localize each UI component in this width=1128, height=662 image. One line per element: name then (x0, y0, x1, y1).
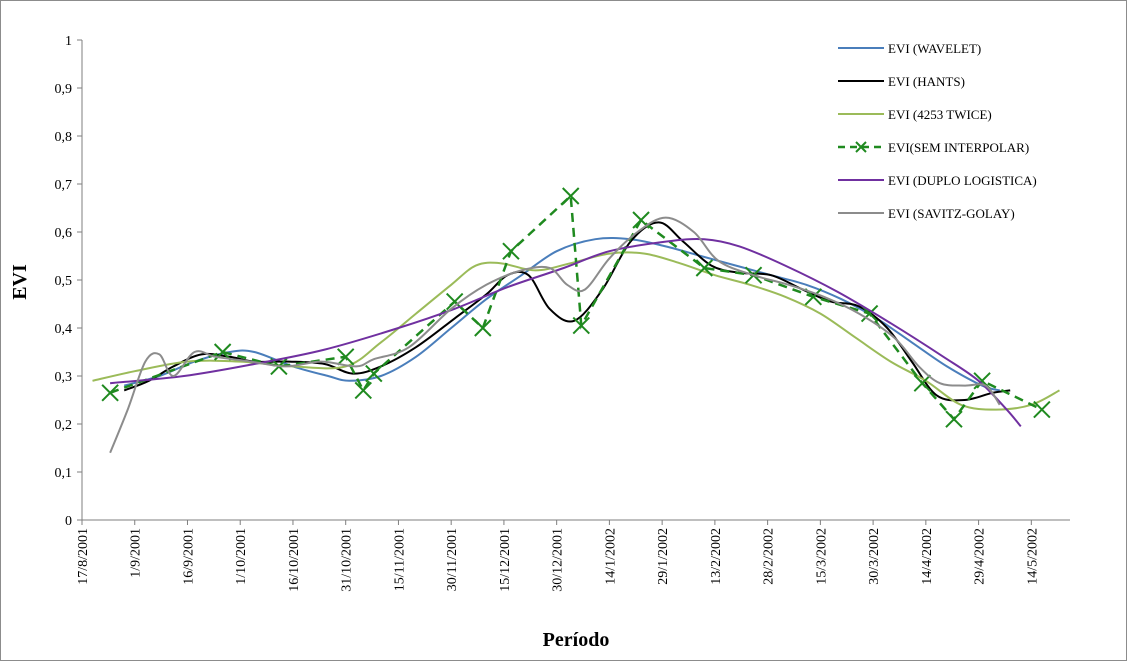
series-line (109, 216, 1001, 454)
data-point-x-marker (695, 259, 714, 277)
y-axis-title: EVI (9, 264, 31, 300)
legend: EVI (WAVELET) EVI (HANTS) EVI (4253 TWICE)… (838, 41, 1037, 221)
y-tick-label: 0,4 (55, 322, 73, 337)
y-tick-label: 0,2 (55, 418, 73, 433)
legend-marker-x (855, 141, 867, 153)
x-tick-label: 29/1/2002 (656, 528, 671, 585)
x-tick-label: 16/9/2001 (181, 528, 196, 585)
legend-item: EVI (SAVITZ-GOLAY) (838, 206, 1015, 221)
data-point-x-marker (913, 374, 932, 392)
x-axis-title: Período (543, 629, 610, 651)
y-tick-label: 0,9 (55, 82, 73, 97)
legend-item: EVI(SEM INTERPOLAR) (838, 140, 1029, 155)
data-point-x-marker (1033, 400, 1051, 419)
x-tick-label: 28/2/2002 (762, 528, 777, 585)
series-evi-savitz-golay (109, 216, 1001, 454)
data-point-x-marker (474, 319, 492, 337)
x-tick-label: 14/1/2002 (603, 528, 618, 585)
plot-area (92, 187, 1060, 454)
x-tick-label: 1/10/2001 (234, 528, 249, 585)
x-tick-label: 14/4/2002 (920, 528, 935, 585)
data-point-x-marker (101, 384, 119, 402)
x-tick-label: 15/11/2001 (392, 528, 407, 591)
series-evi-sem-interpolar (101, 187, 1051, 428)
series-line (123, 221, 1011, 402)
data-point-x-marker (365, 364, 383, 383)
y-tick-label: 0,6 (55, 226, 73, 241)
legend-item: EVI (DUPLO LOGISTICA) (838, 173, 1037, 188)
legend-label: EVI (4253 TWICE) (888, 107, 992, 122)
y-tick-label: 0,3 (55, 370, 73, 385)
x-tick-label: 17/8/2001 (76, 528, 91, 585)
data-point-x-marker (502, 242, 520, 260)
series-evi-duplo-logistica (110, 237, 1022, 428)
series-line (109, 193, 1043, 422)
data-point-x-marker (945, 410, 963, 428)
x-tick-label: 30/12/2001 (551, 528, 566, 592)
data-point-x-marker (572, 316, 590, 335)
legend-label: EVI (SAVITZ-GOLAY) (888, 206, 1015, 221)
y-tick-label: 1 (65, 34, 72, 49)
x-tick-label: 13/2/2002 (709, 528, 724, 585)
x-tick-label: 15/3/2002 (814, 528, 829, 585)
x-tick-label: 31/10/2001 (340, 528, 355, 592)
x-ticks: 17/8/2001 1/9/2001 16/9/2001 1/10/2001 16/10… (76, 520, 1040, 592)
y-tick-label: 0,1 (55, 466, 73, 481)
series-line (110, 237, 1022, 428)
data-point-x-marker (336, 348, 355, 366)
data-point-x-marker (354, 381, 372, 400)
legend-item: EVI (WAVELET) (838, 41, 981, 56)
y-ticks: 0 0,1 0,2 0,3 0,4 0,5 0,6 0,7 0,8 0,9 1 (55, 34, 82, 529)
x-tick-label: 1/9/2001 (129, 528, 144, 578)
y-tick-label: 0 (65, 514, 72, 529)
x-tick-label: 29/4/2002 (973, 528, 988, 585)
x-tick-label: 14/5/2002 (1025, 528, 1040, 585)
x-tick-label: 30/11/2001 (445, 528, 460, 591)
legend-label: EVI (HANTS) (888, 74, 965, 89)
series-evi-hants (123, 221, 1011, 402)
y-tick-label: 0,8 (55, 130, 73, 145)
legend-item: EVI (HANTS) (838, 74, 965, 89)
y-tick-label: 0,7 (55, 178, 73, 193)
data-point-x-marker (562, 187, 580, 205)
legend-label: EVI (WAVELET) (888, 41, 981, 56)
y-tick-label: 0,5 (55, 274, 73, 289)
legend-item: EVI (4253 TWICE) (838, 107, 992, 122)
x-tick-label: 30/3/2002 (867, 528, 882, 585)
legend-label: EVI(SEM INTERPOLAR) (888, 140, 1029, 155)
legend-label: EVI (DUPLO LOGISTICA) (888, 173, 1037, 188)
x-tick-label: 16/10/2001 (287, 528, 302, 592)
x-tick-label: 15/12/2001 (498, 528, 513, 592)
